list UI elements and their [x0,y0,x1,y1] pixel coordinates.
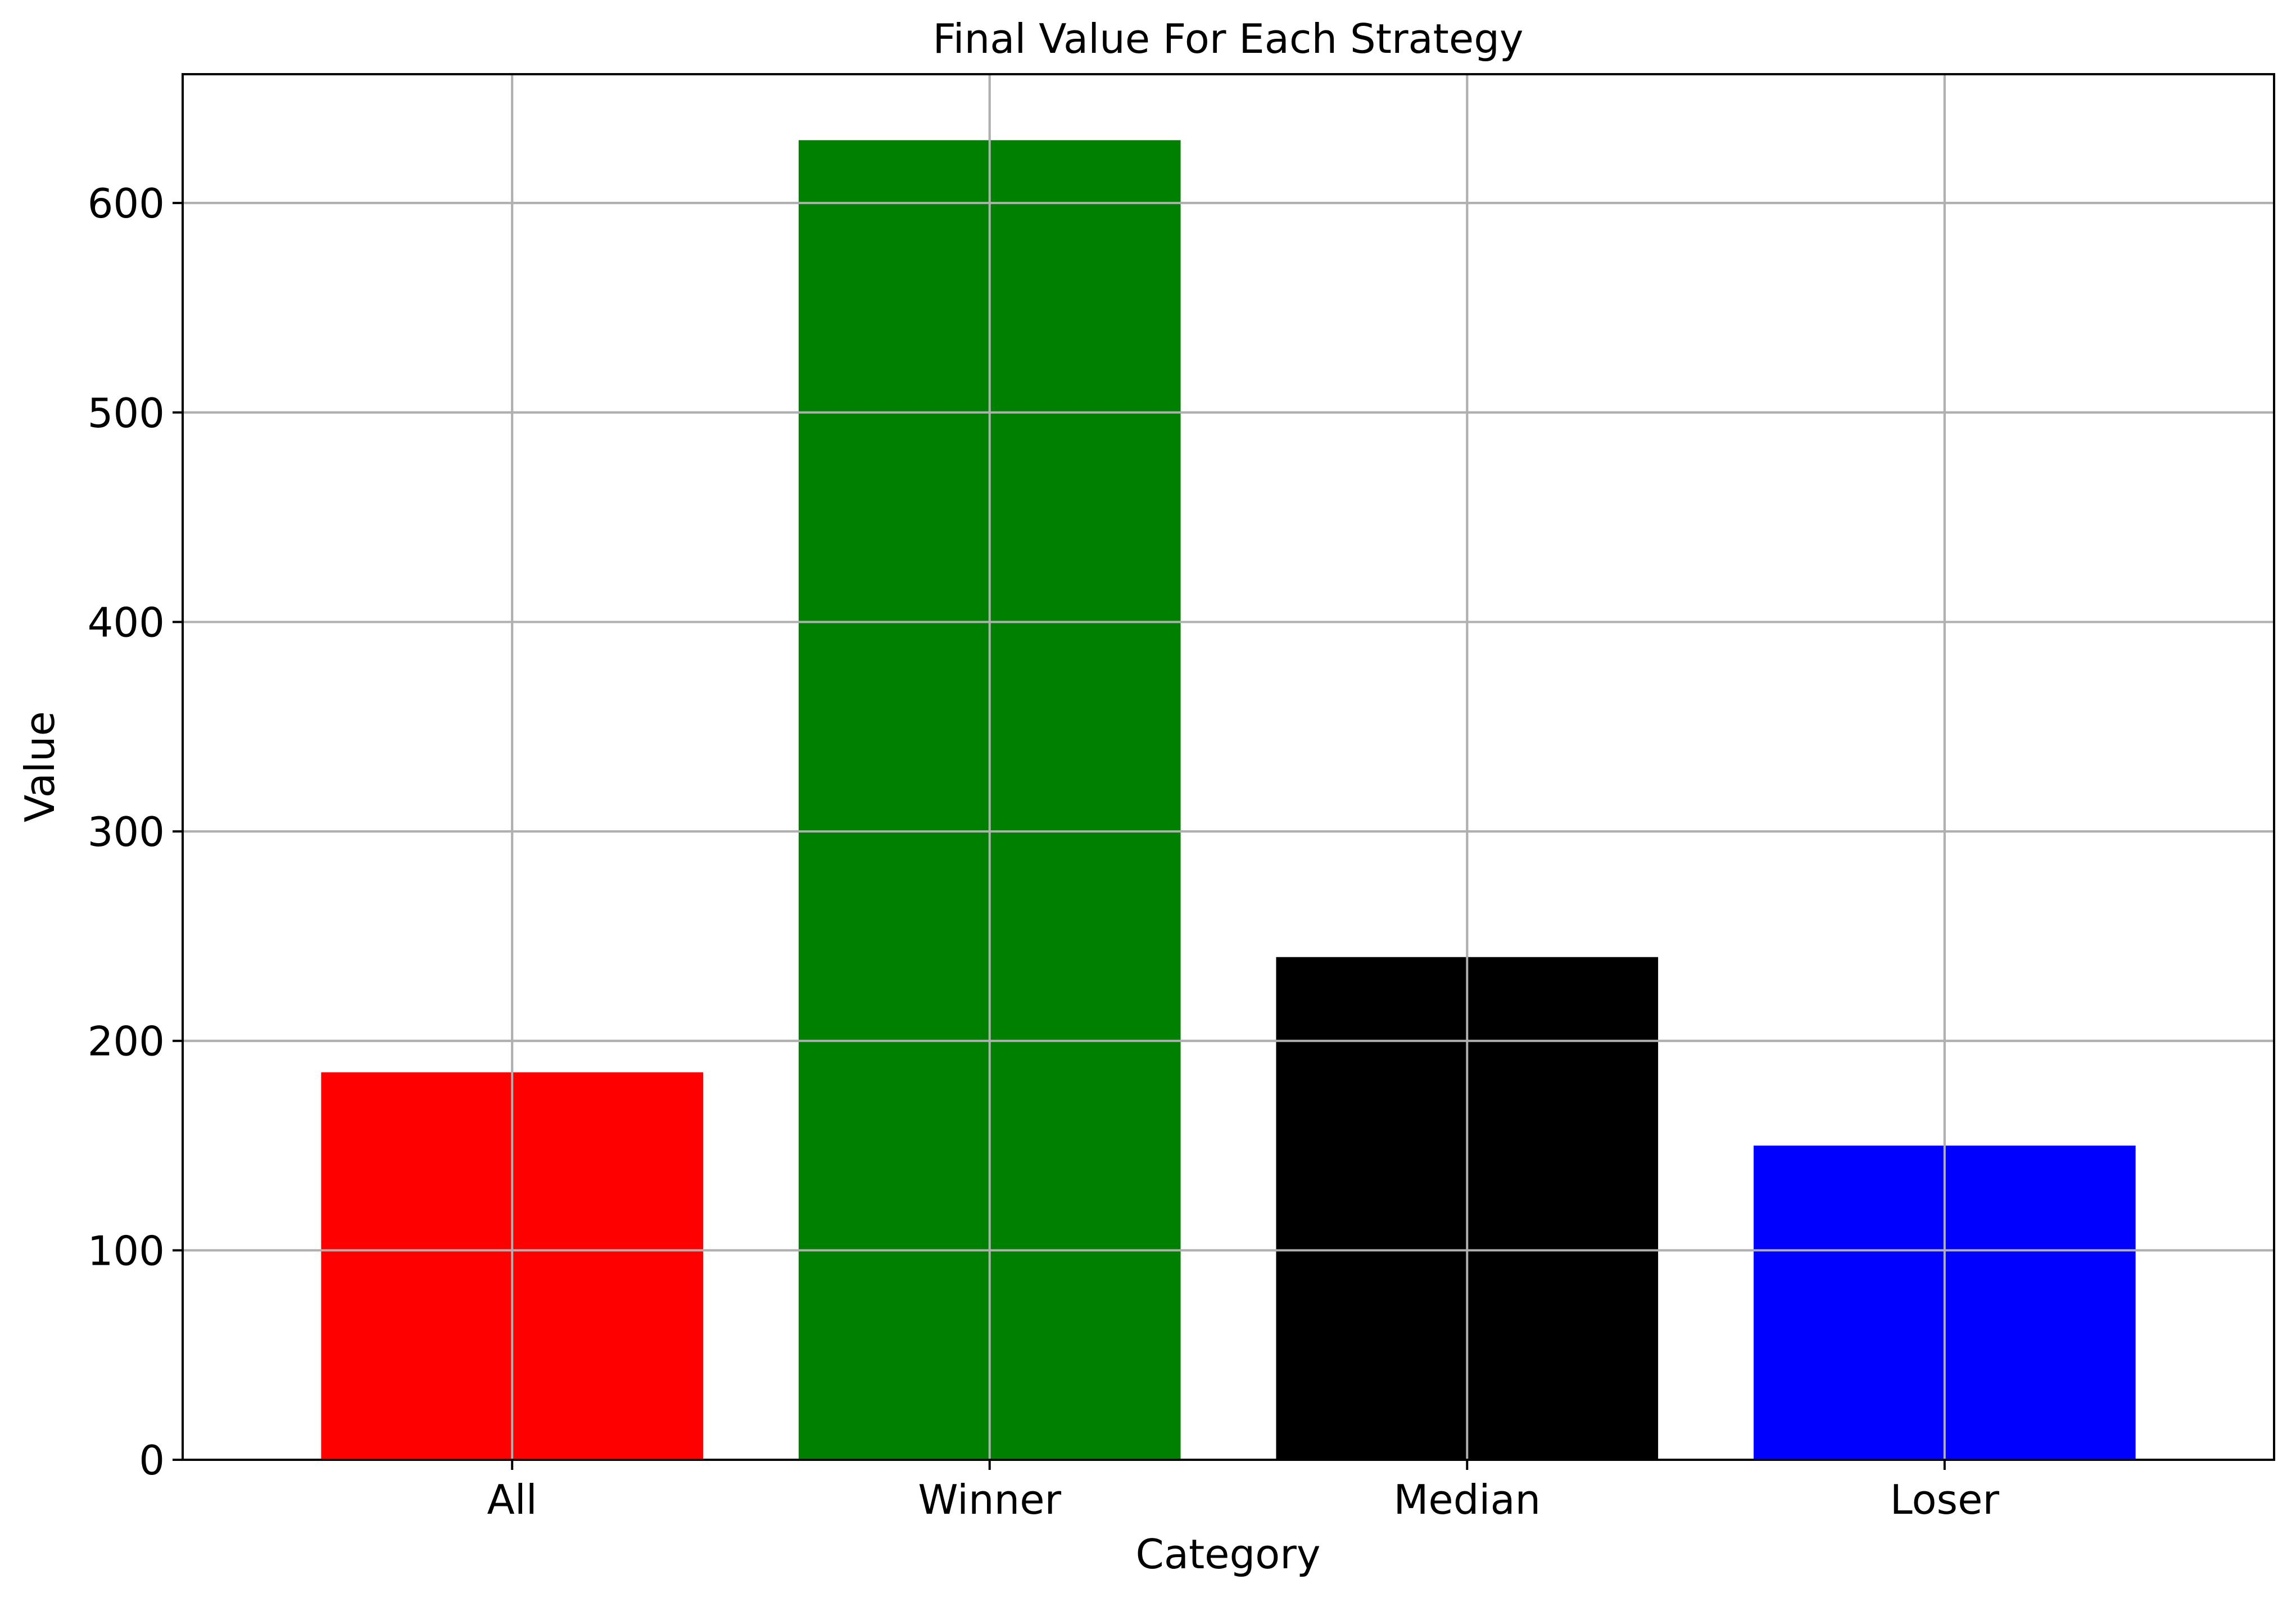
y-tick-label: 300 [88,808,165,856]
y-axis-label: Value [16,711,64,822]
plot-frame [182,73,2275,1461]
y-tick-label: 100 [88,1227,165,1274]
y-tick-label: 600 [88,180,165,227]
x-tick-label: All [487,1476,537,1523]
chart-title: Final Value For Each Strategy [932,15,1523,62]
y-axis-ticks: 0 100 200 300 400 500 600 [88,180,183,1484]
y-tick-label: 0 [139,1437,165,1484]
y-tick-label: 200 [88,1018,165,1065]
x-tick-label: Median [1393,1476,1541,1523]
y-tick-label: 400 [88,599,165,646]
x-axis-ticks: All Winner Median Loser [487,1460,2000,1523]
y-tick-label: 500 [88,390,165,437]
x-tick-label: Winner [918,1476,1061,1523]
x-axis-label: Category [1136,1531,1321,1578]
x-tick-label: Loser [1890,1476,2000,1523]
